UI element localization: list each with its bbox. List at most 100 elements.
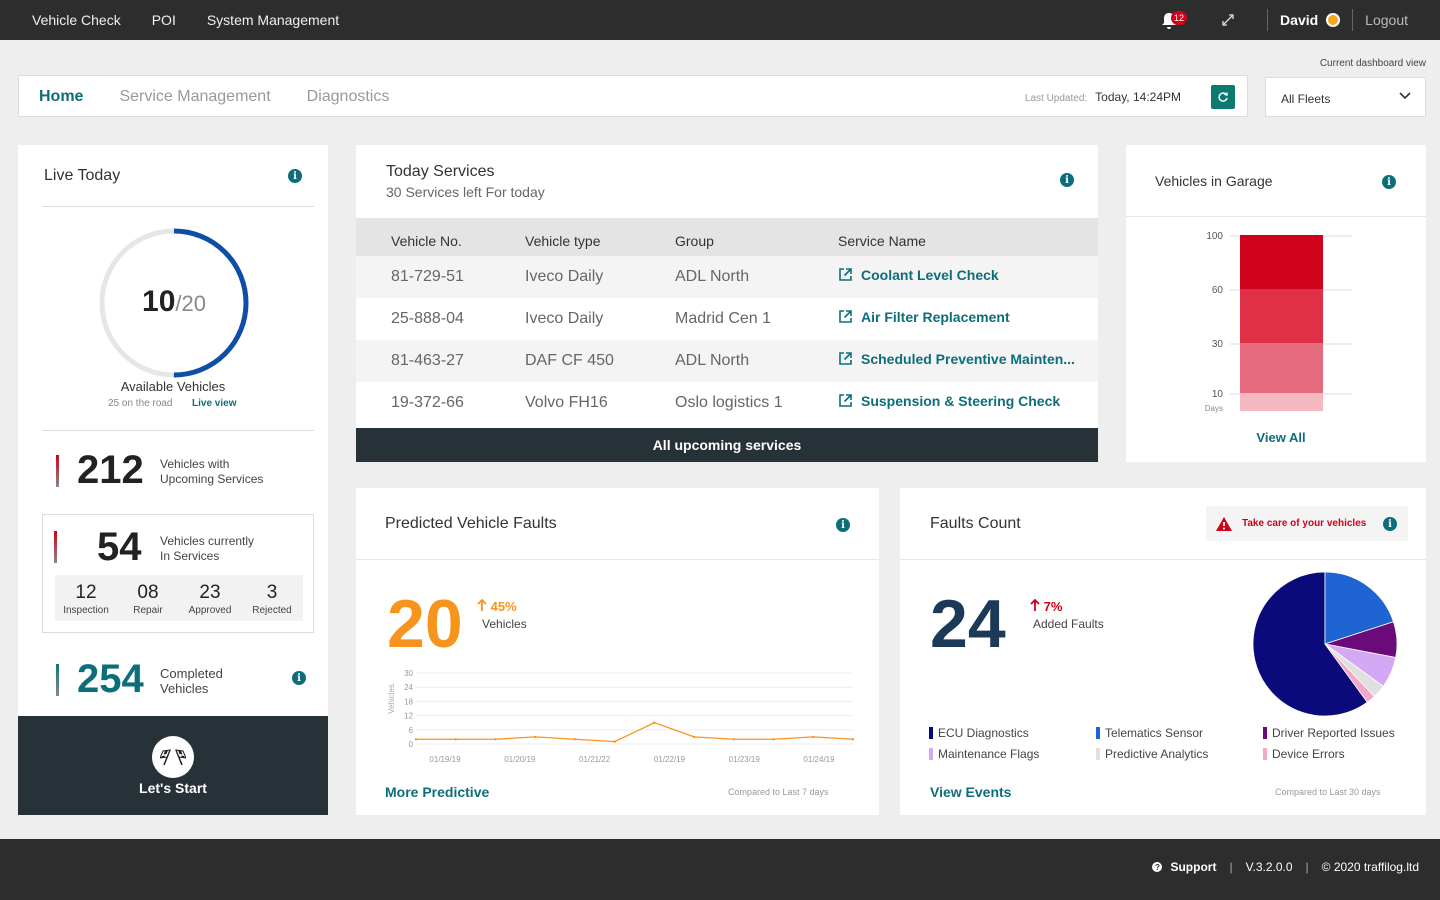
in-service-label-line2: In Services xyxy=(160,549,220,563)
pie-slice-device-errors[interactable] xyxy=(1324,643,1375,703)
service-link[interactable]: Suspension & Steering Check xyxy=(838,393,1060,409)
divider xyxy=(42,430,314,431)
nav-poi[interactable]: POI xyxy=(151,12,176,28)
vehicle-type: Iveco Daily xyxy=(525,256,675,298)
y-axis-label: Vehicles xyxy=(387,684,396,714)
service-link[interactable]: Coolant Level Check xyxy=(838,267,999,283)
legend-swatch xyxy=(1096,727,1100,739)
in-service-label: Vehicles currently In Services xyxy=(160,534,254,564)
fleet-select[interactable]: All Fleets xyxy=(1265,77,1426,117)
inspection-stat[interactable]: 12 Inspection xyxy=(55,575,117,621)
user-name[interactable]: David xyxy=(1280,12,1319,28)
legend-item[interactable]: Telematics Sensor xyxy=(1096,726,1263,740)
legend-item[interactable]: Device Errors xyxy=(1263,747,1409,761)
dashboard-view-label: Current dashboard view xyxy=(1319,58,1426,69)
available-count: 10 xyxy=(142,285,176,318)
data-point[interactable] xyxy=(812,735,815,739)
tab-diagnostics[interactable]: Diagnostics xyxy=(306,88,390,105)
table-row[interactable]: 25-888-04 Iveco Daily Madrid Cen 1 Air F… xyxy=(356,298,1098,340)
info-icon[interactable]: i xyxy=(292,671,306,685)
pie-slice-telematics-sensor[interactable] xyxy=(1324,572,1394,645)
legend-item[interactable]: ECU Diagnostics xyxy=(929,726,1096,740)
legend-swatch xyxy=(929,727,933,739)
live-view-link[interactable]: Live view xyxy=(192,398,237,409)
lets-start-button[interactable]: Let's Start xyxy=(18,716,328,815)
copyright: © 2020 traffilog.ltd xyxy=(1321,860,1419,874)
garage-bar-segment-30[interactable] xyxy=(1240,343,1323,393)
nav-vehicle-check[interactable]: Vehicle Check xyxy=(32,12,121,28)
data-point[interactable] xyxy=(732,738,736,741)
legend-item[interactable]: Predictive Analytics xyxy=(1096,747,1263,761)
data-point[interactable] xyxy=(772,738,775,741)
notifications-button[interactable]: 12 xyxy=(1161,10,1188,30)
last-updated: Last Updated: Today, 14:24PM xyxy=(1025,90,1181,104)
avatar[interactable] xyxy=(1326,13,1341,27)
divider xyxy=(42,206,314,207)
garage-bar-segment-100[interactable] xyxy=(1240,235,1323,289)
pie-slice-ecu-diagnostics[interactable] xyxy=(1252,572,1368,716)
data-point[interactable] xyxy=(692,735,696,739)
table-row[interactable]: 19-372-66 Volvo FH16 Oslo logistics 1 Su… xyxy=(356,382,1098,424)
in-service-box[interactable]: 54 Vehicles currently In Services 12 Insp… xyxy=(42,514,314,633)
y-tick-label: 6 xyxy=(409,726,414,735)
legend-item[interactable]: Driver Reported Issues xyxy=(1263,726,1409,740)
all-upcoming-services-button[interactable]: All upcoming services xyxy=(356,428,1098,462)
info-icon[interactable]: i xyxy=(288,169,302,183)
service-name: Air Filter Replacement xyxy=(861,308,1010,325)
data-point[interactable] xyxy=(573,738,577,741)
repair-stat[interactable]: 08 Repair xyxy=(117,575,179,621)
info-icon[interactable]: i xyxy=(1383,517,1397,531)
predicted-title: Predicted Vehicle Faults xyxy=(385,515,557,532)
info-icon[interactable]: i xyxy=(836,518,850,532)
repair-label: Repair xyxy=(133,605,163,616)
view-events-link[interactable]: View Events xyxy=(930,784,1012,800)
info-icon[interactable]: i xyxy=(1060,173,1074,187)
service-link[interactable]: Scheduled Preventive Mainten... xyxy=(838,351,1075,367)
data-point[interactable] xyxy=(653,721,656,724)
garage-bar-segment-10[interactable] xyxy=(1240,393,1323,411)
logout-link[interactable]: Logout xyxy=(1365,12,1408,28)
tab-service-management[interactable]: Service Management xyxy=(119,88,271,105)
availability-gauge xyxy=(99,228,249,378)
nav-system-management[interactable]: System Management xyxy=(206,12,340,28)
vehicle-alert[interactable]: Take care of your vehicles i xyxy=(1206,506,1408,541)
data-point[interactable] xyxy=(494,738,497,741)
info-icon[interactable]: i xyxy=(1382,175,1396,189)
expand-icon[interactable] xyxy=(1221,13,1235,27)
legend-item[interactable]: Maintenance Flags xyxy=(929,747,1096,761)
checkered-flags-icon xyxy=(152,736,194,778)
warning-icon xyxy=(1216,516,1232,531)
inspection-count: 12 xyxy=(75,582,97,603)
tab-home[interactable]: Home xyxy=(39,88,84,105)
approved-stat[interactable]: 23 Approved xyxy=(179,575,241,621)
faults-count-card: Faults Count Take care of your vehicles … xyxy=(900,488,1426,815)
legend-label: Telematics Sensor xyxy=(1105,726,1204,740)
data-point[interactable] xyxy=(414,738,418,741)
column-header-group: Group xyxy=(675,218,838,256)
view-all-link[interactable]: View All xyxy=(1256,430,1306,445)
table-row[interactable]: 81-463-27 DAF CF 450 ADL North Scheduled… xyxy=(356,340,1098,382)
rejected-label: Rejected xyxy=(252,605,292,616)
last-updated-value: Today, 14:24PM xyxy=(1095,90,1181,104)
vehicle-group: Madrid Cen 1 xyxy=(675,310,772,327)
data-point[interactable] xyxy=(851,738,855,741)
y-tick-label: 60 xyxy=(1212,285,1224,296)
predicted-count: 20 xyxy=(387,586,463,662)
data-point[interactable] xyxy=(454,738,457,741)
faults-change-value: 7% xyxy=(1043,599,1063,614)
garage-bar-segment-60[interactable] xyxy=(1240,289,1323,343)
data-point[interactable] xyxy=(533,735,537,739)
service-link[interactable]: Air Filter Replacement xyxy=(838,309,1010,325)
rejected-stat[interactable]: 3 Rejected xyxy=(241,575,303,621)
vehicle-group: ADL North xyxy=(675,340,838,382)
data-point[interactable] xyxy=(613,740,616,743)
support-link[interactable]: Support xyxy=(1170,860,1217,874)
version: V.3.2.0.0 xyxy=(1245,860,1293,874)
legend-swatch xyxy=(929,748,933,760)
more-predictive-link[interactable]: More Predictive xyxy=(385,784,490,800)
services-title: Today Services xyxy=(386,163,495,180)
refresh-button[interactable] xyxy=(1211,85,1235,109)
table-row[interactable]: 81-729-51 Iveco Daily ADL North Coolant … xyxy=(356,256,1098,298)
y-tick-label: 10 xyxy=(1212,389,1224,400)
approved-count: 23 xyxy=(199,582,221,603)
